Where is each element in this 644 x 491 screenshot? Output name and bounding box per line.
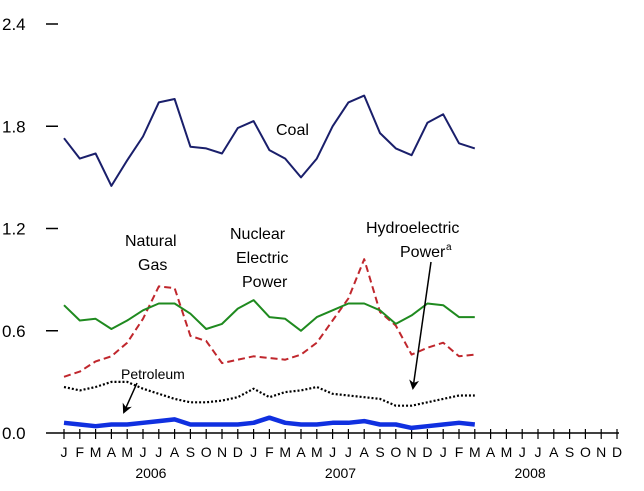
x-tick-label: F [265,444,274,460]
petroleum-arrow [122,382,138,414]
x-tick-label: D [422,444,432,460]
x-tick-label: N [217,444,227,460]
x-tick-label: A [360,444,370,460]
x-tick-label: A [486,444,496,460]
y-tick-label: 1.2 [2,220,26,239]
x-tick-label: S [565,444,574,460]
x-tick-label: N [407,444,417,460]
x-tick-label: J [250,444,257,460]
petroleum-label: Petroleum [121,366,185,382]
series-line-natural-gas [63,258,475,378]
year-label: 2008 [515,465,546,481]
axes: 0.00.61.21.82.4J F M A M J J A S O N D J F M A M J J A S O N D J… [2,15,622,481]
series-line-nuclear-electric-power [63,299,475,332]
x-tick-label: M [279,444,291,460]
x-tick-label: M [90,444,102,460]
x-tick-label: F [455,444,464,460]
x-tick-label: D [612,444,622,460]
x-tick-label: M [501,444,513,460]
x-tick-label: J [440,444,447,460]
hydro-label-line2: Power [400,244,446,261]
natural-gas-label-line1: Natural [125,233,177,250]
x-tick-label: A [107,444,117,460]
y-tick-label: 0.6 [2,322,26,341]
nuclear-label-line1: Nuclear [230,226,286,243]
series-group [63,94,476,431]
hydro-arrow [409,261,432,390]
nuclear-label-line2: Electric [236,250,288,267]
coal-label: Coal [276,122,309,139]
annotations: Coal Natural Gas Nuclear Electric Power … [121,122,459,414]
x-tick-label: F [76,444,85,460]
series-line-coal [63,94,476,187]
x-tick-label: N [596,444,606,460]
x-tick-label: A [296,444,306,460]
x-tick-label: J [155,444,162,460]
x-tick-label: A [170,444,180,460]
natural-gas-label-line2: Gas [138,257,167,274]
x-tick-label: M [311,444,323,460]
x-tick-label: J [519,444,526,460]
year-label: 2007 [325,465,356,481]
x-tick-label: S [375,444,384,460]
series-line-hydroelectric-power [63,415,476,431]
hydro-label-line1: Hydroelectric [366,220,459,237]
year-label: 2006 [135,465,166,481]
x-tick-label: J [140,444,147,460]
x-tick-label: J [61,444,68,460]
x-tick-label: O [580,444,591,460]
x-tick-label: A [549,444,559,460]
x-tick-label: O [390,444,401,460]
y-tick-label: 1.8 [2,117,26,136]
series-line-petroleum [63,380,475,407]
x-tick-label: O [201,444,212,460]
hydro-label-superscript: a [446,242,452,253]
x-tick-label: J [535,444,542,460]
x-tick-label: S [186,444,195,460]
x-tick-label: M [121,444,133,460]
y-tick-label: 0.0 [2,424,26,443]
nuclear-label-line3: Power [242,274,288,291]
x-tick-label: M [469,444,481,460]
x-tick-label: J [345,444,352,460]
y-tick-label: 2.4 [2,15,26,34]
x-tick-label: D [233,444,243,460]
x-tick-label: J [329,444,336,460]
